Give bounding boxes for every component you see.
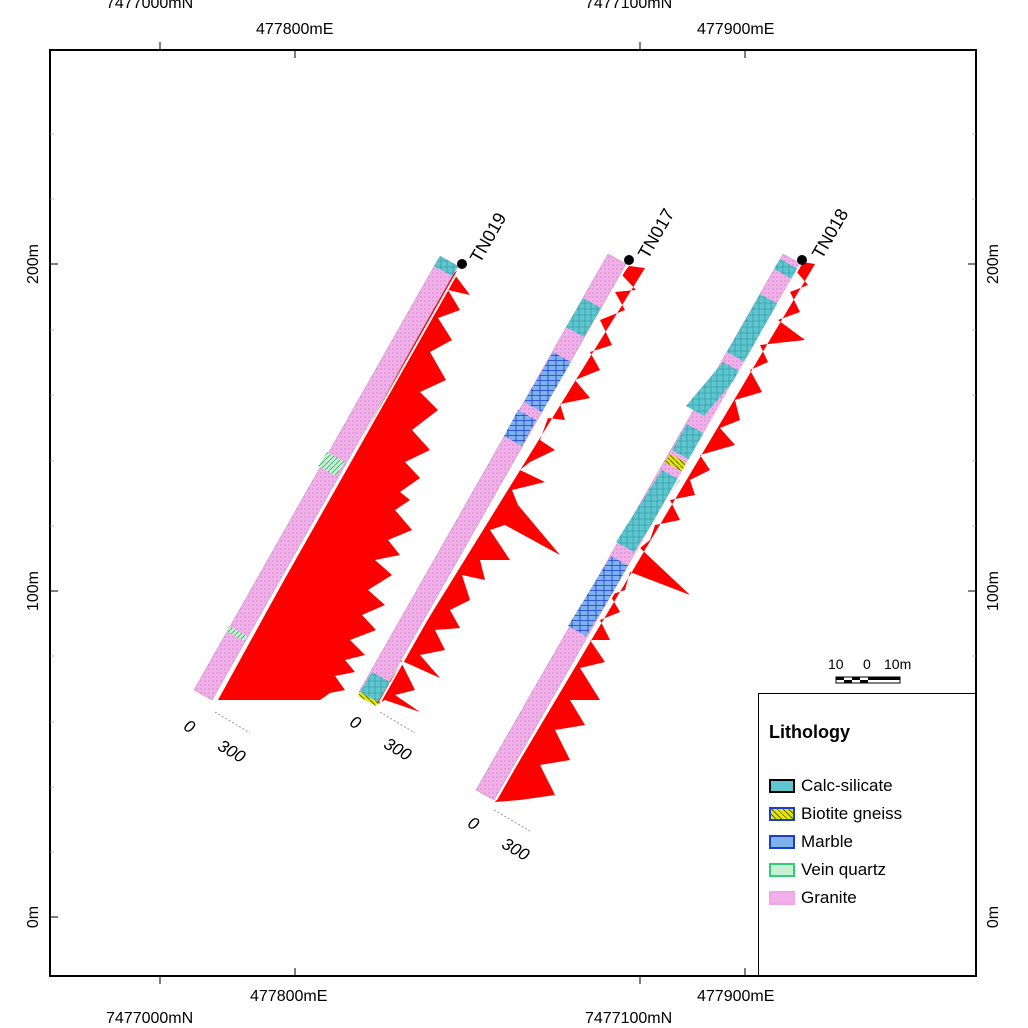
minor-ticks: [50, 133, 976, 853]
legend-item-label: Granite: [801, 888, 857, 907]
top-north-label-1: 7477000mN: [106, 0, 194, 12]
legend-item-vein-quartz: Vein quartz: [769, 860, 886, 880]
top-north-label-2: 7477100mN: [585, 0, 673, 12]
top-east-label-2: 477900mE: [697, 21, 775, 38]
tn017-lithology-marble-2: [504, 410, 536, 446]
tn019-lithology-vein-quartz: [318, 452, 345, 476]
tn017-lithology-calc-silicate: [566, 298, 601, 337]
scale-bar: [835, 676, 901, 684]
left-elev-200: 200m: [25, 243, 42, 285]
legend-item-label: Biotite gneiss: [801, 804, 903, 823]
tn017-assay-histogram: [375, 266, 645, 712]
tn018-lithology-calc-silicate-4: [672, 424, 705, 460]
legend-item-label: Calc-silicate: [801, 776, 893, 795]
frame-ticks: [50, 42, 976, 984]
marble-swatch-icon: [769, 835, 795, 849]
tn017-scale-axis: [379, 711, 416, 734]
biotite-gneiss-swatch-icon: [769, 807, 795, 821]
bottom-east-label-2: 477900mE: [697, 988, 775, 1005]
legend-item-calc-silicate: Calc-silicate: [769, 776, 893, 796]
tn018-collar: [797, 255, 807, 265]
right-elev-0: 0m: [985, 905, 1002, 929]
vein-quartz-swatch-icon: [769, 863, 795, 877]
tn017-lithology-marble: [524, 352, 571, 412]
legend-title: Lithology: [769, 722, 850, 742]
tn018-lithology-calc-silicate-2: [727, 294, 778, 362]
right-elev-100: 100m: [985, 570, 1002, 612]
legend-item-label: Marble: [801, 832, 853, 851]
lithology-legend: Lithology Calc-silicate Biotite gneiss M…: [758, 693, 976, 976]
scale-bar-label-right: 10m: [884, 656, 912, 672]
scale-bar-label-mid: 0: [863, 656, 871, 672]
tn018-scale-axis: [493, 809, 531, 832]
legend-item-label: Vein quartz: [801, 860, 887, 879]
tn019-lithology-granite: [193, 255, 459, 701]
tn017-trace: [379, 261, 630, 703]
bottom-north-label-2: 7477100mN: [585, 1010, 673, 1027]
tn019-lithology-vein-quartz-2: [226, 626, 247, 641]
tn018-lithology-calc-silicate-5: [616, 470, 680, 552]
left-elev-100: 100m: [25, 570, 42, 612]
right-elev-200: 200m: [985, 243, 1002, 285]
granite-swatch-icon: [769, 891, 795, 905]
calc-silicate-swatch-icon: [769, 779, 795, 793]
legend-item-marble: Marble: [769, 832, 853, 852]
tn018-lithology-calc-silicate: [774, 259, 798, 279]
tn019-lithology-calc-silicate: [434, 256, 458, 276]
bottom-east-label-1: 477800mE: [250, 988, 328, 1005]
top-east-label-1: 477800mE: [256, 21, 334, 38]
legend-item-biotite-gneiss: Biotite gneiss: [769, 804, 902, 824]
tn019-scale-axis: [214, 711, 251, 734]
tn017-collar: [624, 255, 634, 265]
legend-item-granite: Granite: [769, 888, 857, 908]
drillhole-tn017: [358, 253, 645, 734]
tn018-trace: [495, 261, 803, 801]
tn017-lithology-calc-silicate-2: [360, 672, 390, 702]
tn019-collar: [457, 259, 467, 269]
tn018-lithology-biotite: [665, 454, 688, 472]
scale-bar-label-left: 10: [828, 656, 844, 672]
tn019-assay-histogram: [218, 266, 470, 700]
tn017-lithology-biotite: [358, 692, 378, 706]
left-elev-0: 0m: [25, 905, 42, 929]
tn018-lithology-calc-silicate-3: [686, 362, 741, 416]
drillhole-tn018: [475, 253, 815, 832]
bottom-north-label-1: 7477000mN: [106, 1010, 194, 1027]
drillhole-tn019: [193, 255, 470, 734]
tn019-trace: [214, 263, 463, 701]
map-frame: [49, 49, 977, 977]
tn018-lithology-marble: [568, 556, 629, 636]
tn018-assay-histogram: [495, 262, 815, 802]
